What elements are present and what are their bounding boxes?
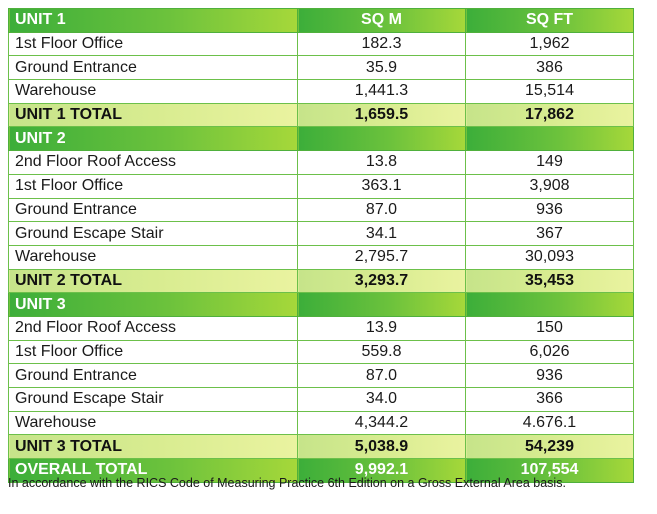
heading-spacer	[465, 292, 634, 317]
sq-m-value: 13.9	[297, 315, 466, 341]
table-header-row: UNIT 1 SQ M SQ FT	[8, 8, 634, 33]
room-name: Warehouse	[8, 244, 298, 270]
total-sq-ft: 17,862	[465, 102, 634, 128]
table-row: 1st Floor Office 559.8 6,026	[8, 339, 634, 365]
sq-ft-value: 150	[465, 315, 634, 341]
sq-m-value: 559.8	[297, 339, 466, 365]
table-row: Ground Entrance 87.0 936	[8, 363, 634, 388]
room-name: Warehouse	[8, 79, 298, 104]
area-table: UNIT 1 SQ M SQ FT 1st Floor Office 182.3…	[8, 8, 634, 483]
room-name: Warehouse	[8, 410, 298, 436]
heading-spacer	[465, 126, 634, 152]
sq-m-value: 182.3	[297, 31, 466, 57]
sq-ft-value: 386	[465, 55, 634, 81]
sq-ft-value: 149	[465, 150, 634, 175]
unit-2-heading: UNIT 2	[8, 126, 298, 152]
sq-ft-value: 6,026	[465, 339, 634, 365]
area-schedule: UNIT 1 SQ M SQ FT 1st Floor Office 182.3…	[8, 8, 634, 483]
unit-1-total-row: UNIT 1 TOTAL 1,659.5 17,862	[8, 102, 634, 128]
overall-total-row: OVERALL TOTAL 9,992.1 107,554	[8, 458, 634, 483]
room-name: Ground Escape Stair	[8, 221, 298, 246]
total-label: UNIT 1 TOTAL	[8, 102, 298, 128]
total-sq-ft: 54,239	[465, 434, 634, 460]
total-sq-m: 1,659.5	[297, 102, 466, 128]
table-row: 1st Floor Office 363.1 3,908	[8, 173, 634, 199]
sq-m-value: 34.1	[297, 221, 466, 246]
unit-3-total-row: UNIT 3 TOTAL 5,038.9 54,239	[8, 434, 634, 460]
heading-spacer	[297, 292, 466, 317]
sq-ft-value: 367	[465, 221, 634, 246]
sq-m-value: 363.1	[297, 173, 466, 199]
table-row: 1st Floor Office 182.3 1,962	[8, 31, 634, 57]
table-row: Warehouse 1,441.3 15,514	[8, 79, 634, 104]
overall-sq-ft: 107,554	[465, 458, 634, 483]
table-row: 2nd Floor Roof Access 13.9 150	[8, 315, 634, 341]
table-row: Ground Entrance 35.9 386	[8, 55, 634, 81]
room-name: Ground Entrance	[8, 197, 298, 223]
sq-m-value: 87.0	[297, 197, 466, 223]
room-name: 2nd Floor Roof Access	[8, 315, 298, 341]
sq-ft-value: 366	[465, 387, 634, 412]
sq-m-value: 13.8	[297, 150, 466, 175]
total-label: UNIT 2 TOTAL	[8, 268, 298, 294]
table-row: Ground Escape Stair 34.0 366	[8, 387, 634, 412]
sq-ft-value: 936	[465, 197, 634, 223]
unit-1-heading: UNIT 1	[8, 8, 298, 33]
unit-3-heading: UNIT 3	[8, 292, 298, 317]
room-name: 2nd Floor Roof Access	[8, 150, 298, 175]
total-sq-m: 5,038.9	[297, 434, 466, 460]
sq-m-value: 1,441.3	[297, 79, 466, 104]
room-name: Ground Escape Stair	[8, 387, 298, 412]
sq-ft-value: 4.676.1	[465, 410, 634, 436]
table-row: Warehouse 2,795.7 30,093	[8, 244, 634, 270]
unit-2-total-row: UNIT 2 TOTAL 3,293.7 35,453	[8, 268, 634, 294]
sq-m-value: 4,344.2	[297, 410, 466, 436]
room-name: Ground Entrance	[8, 55, 298, 81]
total-label: UNIT 3 TOTAL	[8, 434, 298, 460]
room-name: 1st Floor Office	[8, 173, 298, 199]
sq-m-value: 87.0	[297, 363, 466, 388]
sq-ft-value: 936	[465, 363, 634, 388]
total-sq-ft: 35,453	[465, 268, 634, 294]
table-row: 2nd Floor Roof Access 13.8 149	[8, 150, 634, 175]
room-name: 1st Floor Office	[8, 339, 298, 365]
sq-ft-header: SQ FT	[465, 8, 634, 33]
sq-m-header: SQ M	[297, 8, 466, 33]
room-name: 1st Floor Office	[8, 31, 298, 57]
sq-ft-value: 15,514	[465, 79, 634, 104]
unit-2-heading-row: UNIT 2	[8, 126, 634, 152]
table-row: Ground Escape Stair 34.1 367	[8, 221, 634, 246]
overall-total-label: OVERALL TOTAL	[8, 458, 298, 483]
sq-ft-value: 1,962	[465, 31, 634, 57]
sq-ft-value: 30,093	[465, 244, 634, 270]
sq-ft-value: 3,908	[465, 173, 634, 199]
total-sq-m: 3,293.7	[297, 268, 466, 294]
heading-spacer	[297, 126, 466, 152]
footnote: In accordance with the RICS Code of Meas…	[8, 476, 566, 490]
table-row: Ground Entrance 87.0 936	[8, 197, 634, 223]
sq-m-value: 35.9	[297, 55, 466, 81]
room-name: Ground Entrance	[8, 363, 298, 388]
unit-3-heading-row: UNIT 3	[8, 292, 634, 317]
sq-m-value: 34.0	[297, 387, 466, 412]
table-row: Warehouse 4,344.2 4.676.1	[8, 410, 634, 436]
sq-m-value: 2,795.7	[297, 244, 466, 270]
overall-sq-m: 9,992.1	[297, 458, 466, 483]
